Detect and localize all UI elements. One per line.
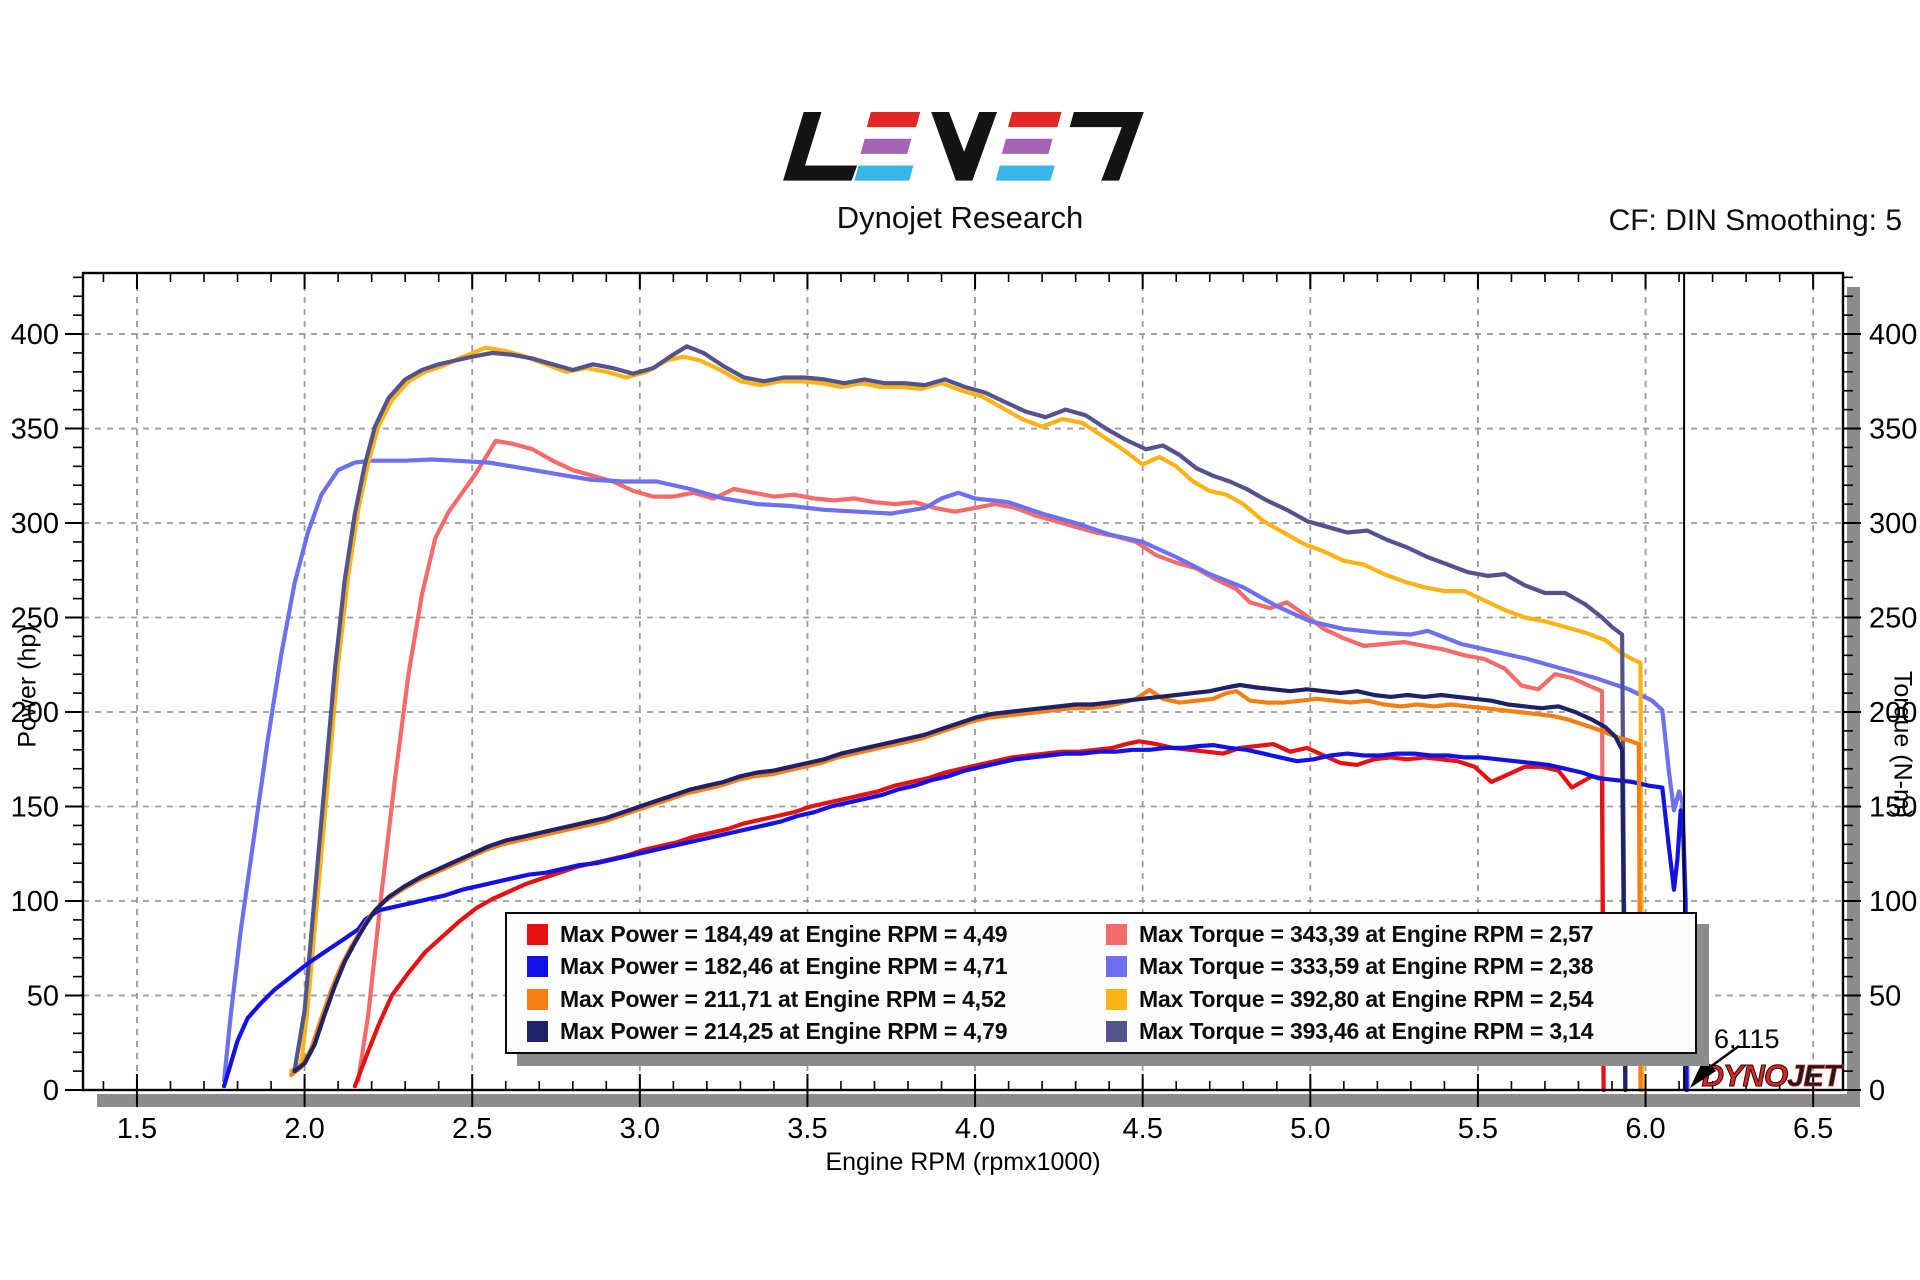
plot-shadow-bottom	[97, 1094, 1860, 1107]
logo-bar-red	[866, 112, 921, 128]
legend-row: Max Torque = 393,46 at Engine RPM = 3,14	[1106, 1016, 1685, 1049]
x-tick-label: 2.5	[452, 1113, 492, 1145]
x-tick-label: 4.0	[955, 1113, 995, 1145]
y-tick-label-left: 0	[43, 1075, 59, 1107]
y-axis-title-left: Power (hp)	[13, 625, 42, 748]
dynojet-logo: DYNOJET	[1702, 1058, 1845, 1093]
curve-torque-periwinkle	[222, 457, 1690, 1093]
plot-shadow-right	[1847, 287, 1860, 1104]
brand-subtitle: Dynojet Research	[836, 200, 1084, 235]
x-tick-label: 3.5	[787, 1113, 827, 1145]
legend-row-label: Max Power = 184,49 at Engine RPM = 4,49	[560, 920, 1008, 947]
legend-row: Max Power = 214,25 at Engine RPM = 4,79	[527, 1016, 1106, 1049]
logo-bar-cyan	[854, 165, 914, 181]
legend-row-label: Max Power = 182,46 at Engine RPM = 4,71	[560, 953, 1008, 980]
level-logo	[783, 112, 1144, 181]
legend-row-label: Max Power = 214,25 at Engine RPM = 4,79	[560, 1018, 1008, 1045]
legend-row: Max Torque = 343,39 at Engine RPM = 2,57	[1106, 918, 1685, 951]
logo-letter-L	[783, 112, 858, 181]
annotation-arrow-line	[1705, 1044, 1740, 1072]
smoothing-label: CF: DIN Smoothing: 5	[1608, 204, 1902, 237]
logo-bar-red2	[1008, 112, 1062, 128]
cursor-annotation: 6,115	[1714, 1024, 1780, 1054]
annotation-arrowhead-icon	[1690, 1058, 1716, 1088]
legend-row-label: Max Torque = 393,46 at Engine RPM = 3,14	[1139, 1018, 1594, 1045]
level-logo-letters	[783, 112, 1144, 181]
curve-torque-salmon	[356, 438, 1606, 1093]
x-tick-label: 5.5	[1458, 1113, 1498, 1145]
x-tick-label: 4.5	[1123, 1113, 1163, 1145]
x-tick-label: 6.0	[1625, 1113, 1665, 1145]
x-tick-label: 3.0	[620, 1113, 660, 1145]
curve-power-blue	[222, 742, 1689, 1093]
curve-power-navy	[292, 682, 1628, 1093]
legend-swatch-icon	[1106, 1021, 1127, 1043]
curve-power-red	[352, 739, 1606, 1093]
curve-torque-darkslate	[292, 344, 1628, 1093]
legend-swatch-icon	[527, 1021, 548, 1043]
logo-bar-purple	[860, 138, 912, 154]
legend-swatch-icon	[1106, 923, 1127, 945]
x-axis-title: Engine RPM (rpmx1000)	[825, 1148, 1101, 1176]
legend-row: Max Torque = 392,80 at Engine RPM = 2,54	[1106, 983, 1685, 1016]
y-tick-label-right: 50	[1869, 981, 1901, 1013]
y-tick-label-left: 150	[11, 792, 59, 824]
legend-swatch-icon	[527, 956, 548, 978]
curve-torque-amber	[289, 345, 1645, 1093]
y-tick-label-left: 350	[11, 414, 59, 446]
logo-bar-cyan2	[995, 165, 1055, 181]
legend-swatch-icon	[527, 988, 548, 1010]
y-tick-label-right: 0	[1869, 1075, 1885, 1107]
legend-row-label: Max Torque = 343,39 at Engine RPM = 2,57	[1139, 920, 1594, 947]
y-tick-label-right: 400	[1869, 319, 1917, 351]
logo-bar-purple2	[1001, 138, 1053, 154]
legend-swatch-icon	[527, 923, 548, 945]
y-tick-label-right: 250	[1869, 603, 1917, 635]
dynojet-logo-part2: JET	[1787, 1058, 1845, 1093]
legend-row-label: Max Torque = 333,59 at Engine RPM = 2,38	[1139, 953, 1594, 980]
x-tick-label: 2.0	[284, 1113, 324, 1145]
legend-row-label: Max Torque = 392,80 at Engine RPM = 2,54	[1139, 985, 1594, 1012]
legend-swatch-icon	[1106, 988, 1127, 1010]
y-tick-label-left: 400	[11, 319, 59, 351]
legend-row: Max Power = 211,71 at Engine RPM = 4,52	[527, 983, 1106, 1016]
x-tick-label: 6.5	[1793, 1113, 1833, 1145]
legend-power-column: Max Power = 184,49 at Engine RPM = 4,49 M…	[527, 918, 1106, 1048]
y-tick-label-right: 350	[1869, 414, 1917, 446]
logo-letter-L2	[1069, 112, 1144, 181]
legend-swatch-icon	[1106, 956, 1127, 978]
cursor-annotation-group: DYNOJET 6,115	[1690, 1024, 1846, 1094]
logo-letter-V	[931, 112, 998, 181]
legend-row: Max Power = 182,46 at Engine RPM = 4,71	[527, 951, 1106, 984]
y-tick-label-right: 300	[1869, 508, 1917, 540]
y-tick-label-right: 100	[1869, 886, 1917, 918]
y-tick-label-left: 300	[11, 508, 59, 540]
legend: Max Power = 184,49 at Engine RPM = 4,49 M…	[505, 912, 1697, 1054]
legend-row: Max Power = 184,49 at Engine RPM = 4,49	[527, 918, 1106, 951]
y-tick-label-left: 200	[11, 697, 59, 729]
legend-torque-column: Max Torque = 343,39 at Engine RPM = 2,57…	[1106, 918, 1685, 1048]
y-tick-label-left: 250	[11, 603, 59, 635]
y-tick-label-left: 100	[11, 886, 59, 918]
legend-row-label: Max Power = 211,71 at Engine RPM = 4,52	[560, 985, 1007, 1012]
plot-frame	[81, 271, 1845, 1092]
y-tick-label-left: 50	[27, 981, 59, 1013]
y-tick-label-right: 200	[1869, 697, 1917, 729]
x-tick-label: 5.0	[1290, 1113, 1330, 1145]
y-axis-title-right: Torque (N-m)	[1888, 670, 1917, 819]
x-tick-label: 1.5	[117, 1113, 157, 1145]
legend-row: Max Torque = 333,59 at Engine RPM = 2,38	[1106, 951, 1685, 984]
y-tick-label-right: 150	[1869, 792, 1917, 824]
